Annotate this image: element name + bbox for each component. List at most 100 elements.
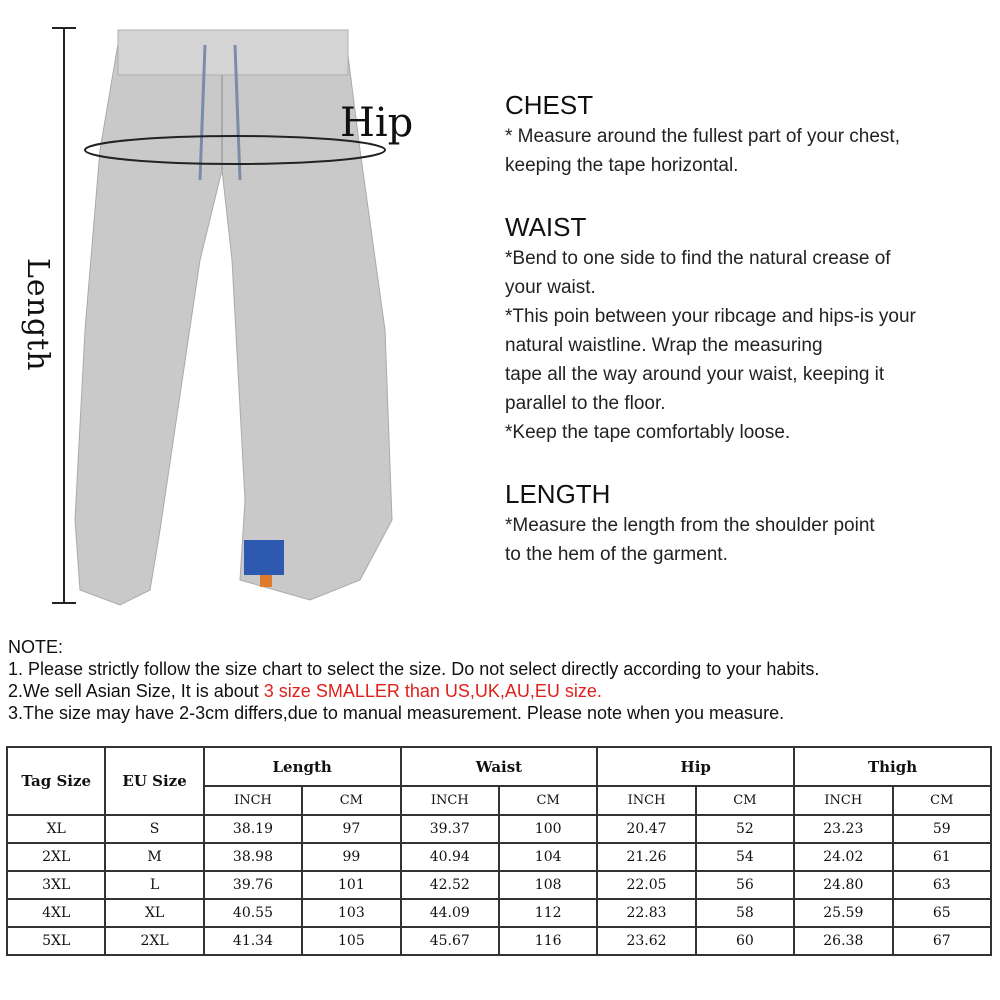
note-highlight: 3 size SMALLER than US,UK,AU,EU size. xyxy=(263,681,602,701)
table-cell: 103 xyxy=(301,898,402,928)
header-length: Length xyxy=(202,746,402,787)
table-cell: 99 xyxy=(301,842,402,872)
table-row: 3XL L 39.76 101 42.52 108 22.05 56 24.80 63 xyxy=(5,870,993,900)
table-cell: 22.05 xyxy=(596,870,697,900)
table-cell: 2XL xyxy=(104,926,205,956)
sweatpants-image xyxy=(74,29,393,606)
table-cell: 97 xyxy=(301,814,402,844)
table-cell: 39.37 xyxy=(399,814,500,844)
guide-section: CHEST * Measure around the fullest part o… xyxy=(505,88,985,180)
table-cell: 116 xyxy=(497,926,599,956)
table-cell: 24.80 xyxy=(793,870,894,900)
header-tag-size: Tag Size xyxy=(5,746,107,816)
table-row: XL S 38.19 97 39.37 100 20.47 52 23.23 59 xyxy=(5,814,993,844)
table-cell: 108 xyxy=(497,870,599,900)
table-cell: 112 xyxy=(497,898,599,928)
table-cell: 42.52 xyxy=(399,870,500,900)
guide-title: CHEST xyxy=(505,90,594,120)
table-cell: 54 xyxy=(694,842,796,872)
table-cell: 3XL xyxy=(5,870,107,900)
guide-line: parallel to the floor. xyxy=(505,393,666,414)
table-cell: 21.26 xyxy=(596,842,697,872)
guide-line: *This poin between your ribcage and hips… xyxy=(505,306,916,327)
note-line: 2.We sell Asian Size, It is about 3 size… xyxy=(8,680,819,702)
note-line: 3.The size may have 2-3cm differs,due to… xyxy=(8,703,785,723)
unit-header: INCH xyxy=(793,785,894,816)
guide-title: WAIST xyxy=(505,212,587,242)
header-hip: Hip xyxy=(596,746,796,787)
table-cell: 45.67 xyxy=(399,926,500,956)
guide-line: natural waistline. Wrap the measuring xyxy=(505,335,823,356)
unit-header: INCH xyxy=(399,785,500,816)
guide-section: WAIST *Bend to one side to find the natur… xyxy=(505,210,985,447)
table-cell: 25.59 xyxy=(793,898,894,928)
table-cell: 20.47 xyxy=(596,814,697,844)
length-label: Length xyxy=(20,258,55,372)
table-cell: 60 xyxy=(694,926,796,956)
guide-line: to the hem of the garment. xyxy=(505,544,728,565)
unit-header: CM xyxy=(497,785,599,816)
pants-illustration xyxy=(52,27,393,606)
table-cell: 65 xyxy=(891,898,993,928)
table-cell: 58 xyxy=(694,898,796,928)
guide-title: LENGTH xyxy=(505,479,611,509)
table-cell: XL xyxy=(104,898,205,928)
table-cell: 5XL xyxy=(5,926,107,956)
table-cell: 38.19 xyxy=(202,814,304,844)
guide-section: LENGTH *Measure the length from the shoul… xyxy=(505,477,985,569)
table-cell: 67 xyxy=(891,926,993,956)
table-cell: 39.76 xyxy=(202,870,304,900)
table-row: 4XL XL 40.55 103 44.09 112 22.83 58 25.59 65 xyxy=(5,898,993,928)
guide-line: *Bend to one side to find the natural cr… xyxy=(505,248,891,269)
measurement-guide: CHEST * Measure around the fullest part o… xyxy=(505,82,985,599)
header-waist: Waist xyxy=(399,746,599,787)
table-cell: 104 xyxy=(497,842,599,872)
table-cell: 100 xyxy=(497,814,599,844)
table-cell: 61 xyxy=(891,842,993,872)
guide-line: * Measure around the fullest part of you… xyxy=(505,126,900,147)
hip-label: Hip xyxy=(340,100,414,146)
table-row: 5XL 2XL 41.34 105 45.67 116 23.62 60 26.38 67 xyxy=(5,926,993,956)
unit-header: INCH xyxy=(596,785,697,816)
header-thigh: Thigh xyxy=(793,746,992,787)
table-cell: 63 xyxy=(891,870,993,900)
unit-header: INCH xyxy=(202,785,304,816)
table-cell: 4XL xyxy=(5,898,107,928)
table-cell: L xyxy=(104,870,205,900)
table-cell: 23.62 xyxy=(596,926,697,956)
table-cell: 56 xyxy=(694,870,796,900)
table-cell: 2XL xyxy=(5,842,107,872)
note-title: NOTE: xyxy=(8,637,64,657)
note-line: 1. Please strictly follow the size chart… xyxy=(8,659,820,679)
unit-header: CM xyxy=(694,785,796,816)
guide-line: *Measure the length from the shoulder po… xyxy=(505,515,875,536)
table-cell: 105 xyxy=(301,926,402,956)
table-cell: 24.02 xyxy=(793,842,894,872)
table-row: 2XL M 38.98 99 40.94 104 21.26 54 24.02 61 xyxy=(5,842,993,872)
table-cell: XL xyxy=(5,814,107,844)
guide-line: keeping the tape horizontal. xyxy=(505,155,739,176)
unit-header: CM xyxy=(301,785,402,816)
table-cell: 40.55 xyxy=(202,898,304,928)
table-cell: 22.83 xyxy=(596,898,697,928)
length-measure-line xyxy=(52,27,76,604)
table-cell: 52 xyxy=(694,814,796,844)
table-cell: 59 xyxy=(891,814,993,844)
table-cell: 40.94 xyxy=(399,842,500,872)
table-cell: 41.34 xyxy=(202,926,304,956)
guide-line: your waist. xyxy=(505,277,596,298)
hip-measure-line xyxy=(84,135,386,165)
note: NOTE: 1. Please strictly follow the size… xyxy=(8,636,819,724)
table-cell: S xyxy=(104,814,205,844)
size-chart-table: Tag Size EU Size Length Waist Hip Thigh … xyxy=(5,746,993,956)
table-cell: 26.38 xyxy=(793,926,894,956)
header-eu-size: EU Size xyxy=(104,746,205,816)
table-cell: 101 xyxy=(301,870,402,900)
table-cell: 38.98 xyxy=(202,842,304,872)
note-text: 2.We sell Asian Size, It is about xyxy=(8,681,264,701)
table-cell: M xyxy=(104,842,205,872)
table-cell: 23.23 xyxy=(793,814,894,844)
guide-line: *Keep the tape comfortably loose. xyxy=(505,422,791,443)
unit-header: CM xyxy=(891,785,993,816)
guide-line: tape all the way around your waist, keep… xyxy=(505,364,885,385)
